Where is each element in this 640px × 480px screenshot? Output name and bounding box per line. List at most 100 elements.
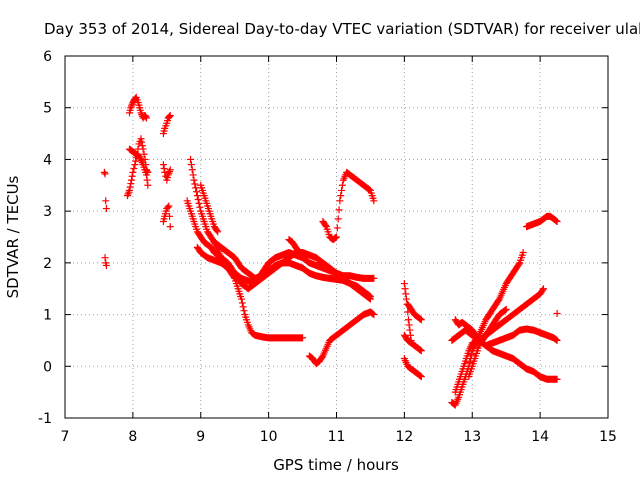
- data-point: [237, 295, 245, 303]
- data-point: [140, 150, 148, 158]
- data-point: [417, 316, 425, 324]
- data-point: [165, 169, 173, 177]
- data-point: [190, 176, 198, 184]
- data-point: [404, 316, 412, 324]
- data-point: [193, 188, 201, 196]
- data-point: [142, 171, 150, 179]
- data-point: [334, 215, 342, 223]
- y-tick-labels: -1 0 1 2 3 4 5 6: [38, 49, 52, 427]
- x-tick-label: 11: [328, 429, 346, 445]
- x-tick-label: 7: [61, 429, 70, 445]
- data-point: [365, 185, 373, 193]
- data-point: [402, 290, 410, 298]
- data-point: [401, 285, 409, 293]
- series-track-k: [197, 181, 222, 236]
- series-track-a: [100, 168, 110, 213]
- data-point: [553, 336, 561, 344]
- data-point: [240, 307, 248, 315]
- data-point: [368, 309, 376, 317]
- data-point: [189, 171, 197, 179]
- data-point: [552, 217, 560, 225]
- data-point: [164, 203, 172, 211]
- series-track-o: [305, 308, 378, 368]
- data-point: [370, 311, 378, 319]
- chart-title: Day 353 of 2014, Sidereal Day-to-day VTE…: [44, 20, 640, 38]
- series-track-f: [159, 111, 174, 138]
- series-track-y: [465, 305, 510, 381]
- data-point: [553, 375, 561, 383]
- data-point: [416, 315, 424, 323]
- x-tick-label: 14: [531, 429, 549, 445]
- data-point: [551, 216, 559, 224]
- data-point: [102, 261, 110, 269]
- data-point: [128, 102, 136, 110]
- data-point: [195, 199, 203, 207]
- data-point: [405, 321, 413, 329]
- x-tick-label: 8: [128, 429, 137, 445]
- data-point: [335, 206, 343, 214]
- data-point: [338, 186, 346, 194]
- data-point: [416, 345, 424, 353]
- data-point: [539, 286, 547, 294]
- series-track-q: [400, 280, 415, 344]
- series-track-e: [125, 145, 152, 189]
- series-track-x: [451, 316, 561, 350]
- data-point: [213, 227, 221, 235]
- y-tick-label: -1: [38, 411, 52, 427]
- data-point: [553, 217, 561, 225]
- series-track-n: [285, 236, 307, 262]
- data-point: [126, 183, 134, 191]
- data-point: [142, 114, 150, 122]
- data-point: [416, 372, 424, 380]
- series-track-p: [319, 168, 378, 244]
- data-point: [187, 155, 195, 163]
- data-point: [336, 197, 344, 205]
- x-tick-label: 12: [395, 429, 413, 445]
- data-points: [100, 93, 561, 409]
- data-point: [370, 197, 378, 205]
- data-point: [159, 161, 167, 169]
- data-point: [299, 254, 307, 262]
- data-point: [124, 190, 132, 198]
- data-point: [467, 351, 475, 359]
- data-point: [142, 113, 150, 121]
- plot-frame: [64, 55, 609, 419]
- data-point: [406, 326, 414, 334]
- data-point: [128, 176, 136, 184]
- series-track-s: [404, 300, 425, 324]
- data-point: [194, 196, 202, 204]
- data-point: [502, 305, 510, 313]
- data-point: [416, 314, 424, 322]
- data-point: [166, 212, 174, 220]
- data-point: [138, 138, 146, 146]
- data-point: [166, 111, 174, 119]
- data-point: [239, 303, 247, 311]
- data-point: [164, 171, 172, 179]
- x-tick-label: 10: [260, 429, 278, 445]
- data-point: [515, 260, 523, 268]
- data-point: [125, 188, 133, 196]
- data-point: [551, 335, 559, 343]
- data-point: [552, 336, 560, 344]
- data-point: [495, 296, 503, 304]
- data-point: [540, 285, 548, 293]
- y-axis-label: SDTVAR / TECUs: [4, 175, 22, 298]
- data-point: [165, 113, 173, 121]
- data-point: [338, 181, 346, 189]
- data-point: [333, 233, 340, 241]
- data-point: [130, 164, 138, 172]
- data-point: [160, 164, 168, 172]
- data-point: [129, 168, 137, 176]
- data-point: [466, 358, 474, 366]
- data-point: [369, 310, 377, 318]
- data-point: [417, 347, 425, 355]
- series-track-b: [101, 254, 110, 269]
- y-tick-label: 3: [43, 204, 52, 220]
- series-track-t: [400, 355, 425, 381]
- data-point: [166, 166, 174, 174]
- data-point: [100, 168, 108, 176]
- data-point: [165, 202, 173, 210]
- data-point: [144, 181, 152, 189]
